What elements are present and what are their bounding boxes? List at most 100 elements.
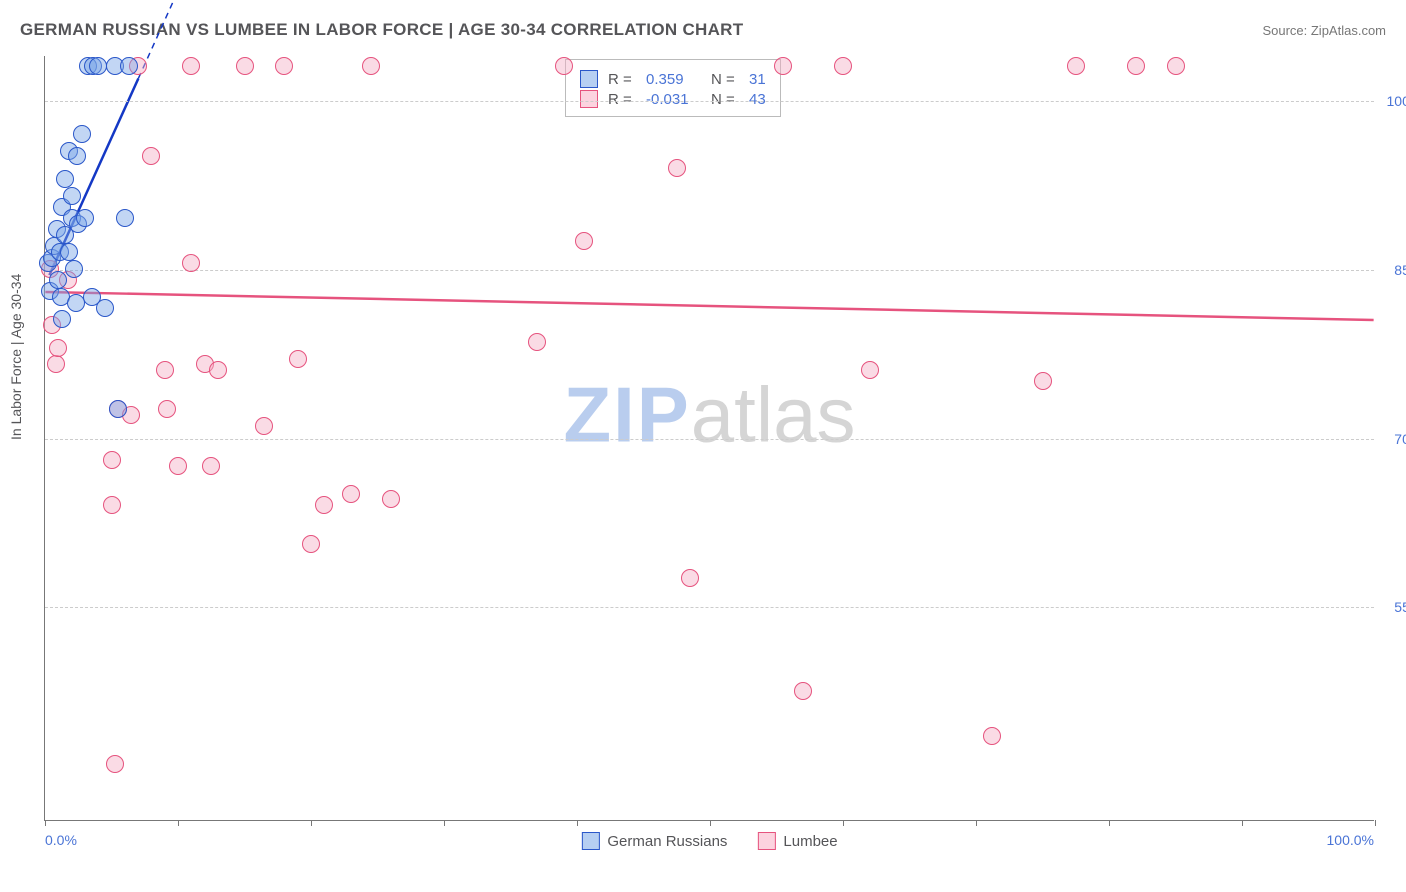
x-tick bbox=[1109, 820, 1110, 826]
legend-label: Lumbee bbox=[783, 833, 837, 850]
legend: German Russians Lumbee bbox=[581, 832, 837, 850]
scatter-point bbox=[68, 147, 86, 165]
scatter-point bbox=[575, 232, 593, 250]
watermark: ZIPatlas bbox=[563, 370, 855, 461]
scatter-point bbox=[1034, 372, 1052, 390]
gridline bbox=[45, 270, 1374, 271]
x-tick bbox=[178, 820, 179, 826]
scatter-point bbox=[209, 361, 227, 379]
legend-swatch bbox=[580, 70, 598, 88]
scatter-point bbox=[362, 57, 380, 75]
scatter-point bbox=[528, 333, 546, 351]
watermark-part1: ZIP bbox=[563, 371, 690, 459]
scatter-point bbox=[202, 457, 220, 475]
scatter-point bbox=[182, 254, 200, 272]
x-tick bbox=[710, 820, 711, 826]
legend-item: Lumbee bbox=[757, 832, 837, 850]
scatter-point bbox=[109, 400, 127, 418]
scatter-point bbox=[60, 243, 78, 261]
scatter-point bbox=[1127, 57, 1145, 75]
scatter-point bbox=[106, 755, 124, 773]
legend-swatch bbox=[757, 832, 775, 850]
scatter-point bbox=[255, 417, 273, 435]
y-tick-label: 70.0% bbox=[1379, 431, 1406, 447]
x-tick bbox=[843, 820, 844, 826]
scatter-point bbox=[56, 170, 74, 188]
scatter-point bbox=[53, 310, 71, 328]
scatter-point bbox=[47, 355, 65, 373]
scatter-point bbox=[65, 260, 83, 278]
scatter-point bbox=[1067, 57, 1085, 75]
y-tick-label: 55.0% bbox=[1379, 599, 1406, 615]
scatter-point bbox=[236, 57, 254, 75]
legend-item: German Russians bbox=[581, 832, 727, 850]
x-tick bbox=[444, 820, 445, 826]
scatter-point bbox=[983, 727, 1001, 745]
scatter-point bbox=[49, 271, 67, 289]
x-tick bbox=[311, 820, 312, 826]
legend-swatch bbox=[581, 832, 599, 850]
scatter-point bbox=[182, 57, 200, 75]
scatter-point bbox=[156, 361, 174, 379]
stats-n-value: 43 bbox=[749, 91, 766, 108]
scatter-point bbox=[774, 57, 792, 75]
gridline bbox=[45, 607, 1374, 608]
legend-label: German Russians bbox=[607, 833, 727, 850]
scatter-point bbox=[142, 147, 160, 165]
stats-row: R = 0.359 N = 31 bbox=[580, 70, 766, 88]
y-tick-label: 100.0% bbox=[1379, 93, 1406, 109]
x-tick bbox=[1242, 820, 1243, 826]
y-axis-label: In Labor Force | Age 30-34 bbox=[8, 274, 24, 440]
trend-line bbox=[45, 292, 1373, 320]
scatter-point bbox=[382, 490, 400, 508]
stats-r-label: R = bbox=[608, 71, 636, 88]
gridline bbox=[45, 101, 1374, 102]
stats-box: R = 0.359 N = 31 R = -0.031 N = 43 bbox=[565, 59, 781, 117]
x-tick bbox=[976, 820, 977, 826]
scatter-point bbox=[63, 187, 81, 205]
scatter-point bbox=[342, 485, 360, 503]
scatter-point bbox=[834, 57, 852, 75]
watermark-part2: atlas bbox=[691, 371, 856, 459]
y-tick-label: 85.0% bbox=[1379, 262, 1406, 278]
scatter-point bbox=[289, 350, 307, 368]
gridline bbox=[45, 439, 1374, 440]
x-tick-label-min: 0.0% bbox=[45, 832, 77, 848]
chart-title: GERMAN RUSSIAN VS LUMBEE IN LABOR FORCE … bbox=[20, 20, 743, 40]
stats-row: R = -0.031 N = 43 bbox=[580, 90, 766, 108]
stats-n-label: N = bbox=[711, 91, 739, 108]
plot-area: ZIPatlas R =0.359N =31R =-0.031N =43 Ger… bbox=[44, 56, 1374, 821]
scatter-point bbox=[668, 159, 686, 177]
scatter-point bbox=[120, 57, 138, 75]
scatter-point bbox=[681, 569, 699, 587]
scatter-point bbox=[89, 57, 107, 75]
scatter-point bbox=[103, 451, 121, 469]
chart-source: Source: ZipAtlas.com bbox=[1262, 23, 1386, 38]
scatter-point bbox=[861, 361, 879, 379]
scatter-point bbox=[49, 339, 67, 357]
scatter-point bbox=[116, 209, 134, 227]
x-tick bbox=[1375, 820, 1376, 826]
scatter-point bbox=[158, 400, 176, 418]
stats-n-label: N = bbox=[711, 71, 739, 88]
scatter-point bbox=[96, 299, 114, 317]
stats-n-value: 31 bbox=[749, 71, 766, 88]
scatter-point bbox=[555, 57, 573, 75]
x-tick-label-max: 100.0% bbox=[1327, 832, 1374, 848]
scatter-point bbox=[275, 57, 293, 75]
scatter-point bbox=[302, 535, 320, 553]
title-bar: GERMAN RUSSIAN VS LUMBEE IN LABOR FORCE … bbox=[20, 20, 1386, 40]
scatter-point bbox=[76, 209, 94, 227]
x-tick bbox=[45, 820, 46, 826]
stats-r-label: R = bbox=[608, 91, 636, 108]
stats-r-value: 0.359 bbox=[646, 71, 701, 88]
scatter-point bbox=[794, 682, 812, 700]
stats-r-value: -0.031 bbox=[646, 91, 701, 108]
scatter-point bbox=[315, 496, 333, 514]
scatter-point bbox=[169, 457, 187, 475]
scatter-point bbox=[1167, 57, 1185, 75]
scatter-point bbox=[73, 125, 91, 143]
x-tick bbox=[577, 820, 578, 826]
legend-swatch bbox=[580, 90, 598, 108]
scatter-point bbox=[103, 496, 121, 514]
